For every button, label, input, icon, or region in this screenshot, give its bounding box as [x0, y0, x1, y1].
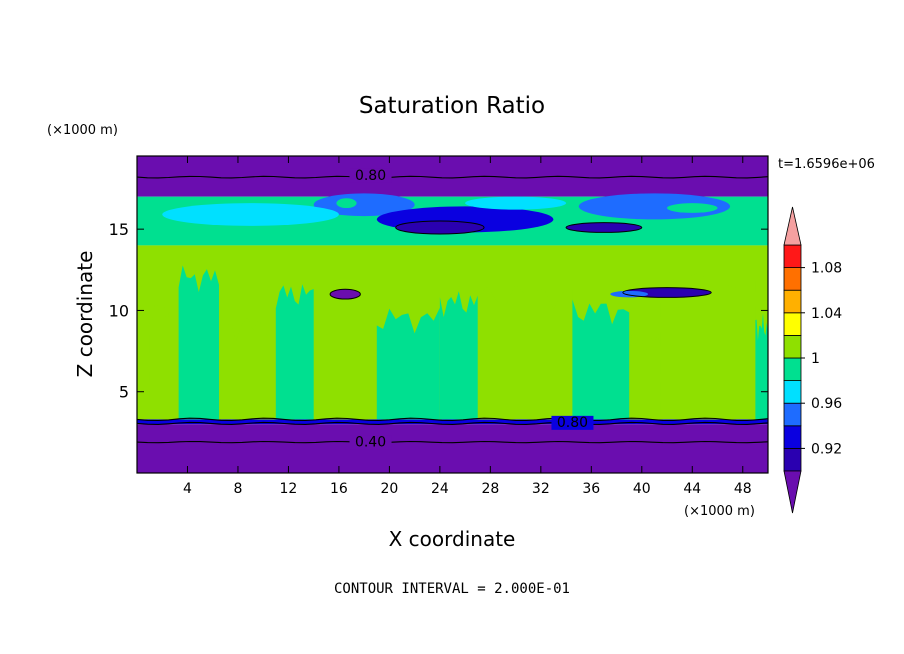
green-column: [219, 316, 276, 420]
contour-pocket: [622, 287, 712, 298]
colorbar-block: [783, 312, 802, 336]
x-tick-label: 36: [582, 481, 600, 497]
cyan-column: [376, 307, 440, 420]
contour-label-bg: [349, 435, 392, 450]
y-tick-label: 5: [119, 383, 129, 402]
colorbar: 0.92 0.96 1 1.04 1.08: [783, 206, 842, 514]
colorbar-label: 1: [811, 351, 820, 367]
y-tick-label: 15: [109, 220, 129, 239]
contour-label: 0.80: [355, 168, 386, 184]
cyan-column: [572, 299, 630, 420]
contour-label-bg: [349, 168, 392, 183]
moisture-blob: [667, 203, 718, 213]
plot-frame: [136, 155, 769, 474]
colorbar-label: 1.04: [811, 306, 842, 322]
colorbar-block: [783, 357, 802, 382]
colorbar-bottom-triangle: [783, 470, 802, 514]
x-tick-label: 32: [532, 481, 550, 497]
layer-dry-band: [137, 175, 768, 197]
moisture-blob: [465, 196, 567, 210]
y-unit-label: (×1000 m): [47, 123, 118, 138]
cyan-column: [439, 291, 478, 420]
moisture-blob: [336, 198, 357, 209]
cyan-column: [755, 313, 768, 420]
green-column: [477, 284, 573, 420]
colorbar-block: [783, 402, 802, 427]
cyan-column: [275, 284, 314, 420]
moisture-blob: [566, 222, 642, 233]
colorbar-top-triangle: [783, 206, 802, 246]
contour-pocket: [565, 222, 643, 233]
contour-label-bg: [551, 415, 594, 430]
x-tick-label: 28: [481, 481, 499, 497]
contour-interval-note: CONTOUR INTERVAL = 2.000E-01: [334, 581, 570, 597]
plot-area: [137, 156, 768, 473]
x-tick-label: 12: [280, 481, 298, 497]
layer-cloud-base-band: [137, 419, 768, 425]
x-tick-label: 16: [330, 481, 348, 497]
contour-0-80-lower: [137, 417, 768, 422]
y-axis-label: Z coordinate: [73, 251, 97, 378]
x-tick-label: 48: [734, 481, 752, 497]
y-axis: 5 10 15: [109, 220, 768, 402]
y-tick-label: 10: [109, 301, 129, 320]
colorbar-block: [783, 425, 802, 449]
contour-labels: 0.80 0.80 0.40: [349, 168, 594, 450]
contour-label: 0.80: [557, 415, 588, 431]
green-column: [660, 266, 756, 420]
moisture-blob: [162, 203, 339, 226]
moisture-blob: [313, 193, 415, 217]
moisture-blob: [578, 193, 731, 220]
colorbar-label: 0.92: [811, 441, 842, 457]
contour-cloud-base: [137, 421, 768, 425]
x-unit-label: (×1000 m): [684, 504, 755, 519]
colorbar-label: 1.08: [811, 261, 842, 277]
x-tick-label: 4: [183, 481, 192, 497]
colorbar-block: [783, 380, 802, 404]
moisture-blob: [395, 221, 485, 235]
x-tick-label: 20: [380, 481, 398, 497]
colorbar-block: [783, 334, 802, 359]
contour-lines: [137, 175, 768, 444]
contour-0-40: [137, 440, 768, 444]
x-axis-label: X coordinate: [389, 527, 516, 551]
contour-0-80-upper: [137, 175, 768, 179]
time-label: t=1.6596e+06: [778, 157, 875, 172]
green-column: [313, 333, 377, 420]
green-column: [149, 298, 179, 420]
contour-label: 0.40: [355, 434, 386, 450]
colorbar-block: [783, 267, 802, 291]
colorbar-block: [783, 244, 802, 269]
x-tick-label: 40: [633, 481, 651, 497]
x-axis: 4 8 12 16 20 24 28 32 36 40 44 48: [183, 156, 752, 497]
green-column: [629, 332, 661, 420]
x-tick-label: 44: [683, 481, 701, 497]
chart-title: Saturation Ratio: [359, 93, 545, 119]
x-tick-label: 8: [233, 481, 242, 497]
contour-pocket: [329, 288, 361, 300]
cyan-column: [178, 265, 220, 420]
x-tick-label: 24: [431, 481, 449, 497]
layer-dry-surface: [137, 424, 768, 473]
colorbar-block: [783, 447, 802, 472]
moisture-blob: [330, 289, 361, 300]
layer-very-dry-top: [137, 156, 768, 176]
contour-pocket: [395, 220, 485, 235]
colorbar-label: 0.96: [811, 396, 842, 412]
colorbar-block: [783, 289, 802, 314]
